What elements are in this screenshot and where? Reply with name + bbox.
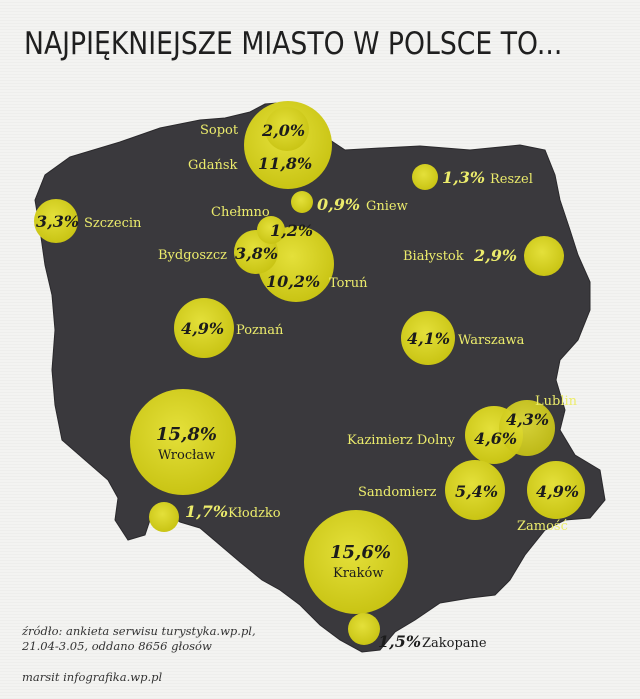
label-lublin-name: Lublin (535, 394, 578, 409)
label-poznan-name: Poznań (236, 323, 284, 338)
bubble-klodzko (149, 502, 179, 532)
label-bialystok-name: Białystok (403, 249, 464, 264)
label-zakopane-pct: 1,5% (378, 632, 421, 651)
label-torun-pct: 10,2% (266, 272, 320, 291)
label-klodzko-pct: 1,7% (185, 502, 228, 521)
label-gniew-pct: 0,9% (317, 195, 360, 214)
label-klodzko-name: Kłodzko (228, 506, 281, 521)
source-line-1: źródło: ankieta serwisu turystyka.wp.pl, (22, 624, 256, 638)
bubble-zakopane (348, 613, 380, 645)
bubble-torun (258, 226, 334, 302)
bubble-poznan (174, 298, 234, 358)
label-torun-name: Toruń (329, 276, 368, 291)
label-zakopane-name: Zakopane (422, 636, 487, 651)
label-sopot-pct: 2,0% (261, 121, 305, 140)
bubble-bialystok (524, 236, 564, 276)
label-sandomierz-name: Sandomierz (358, 485, 437, 500)
bubble-krakow (304, 510, 408, 614)
label-krakow-name: Kraków (333, 566, 384, 581)
label-chelmno-pct: 1,2% (270, 221, 313, 240)
label-sopot-name: Sopot (200, 123, 239, 138)
bubble-lublin (499, 400, 555, 456)
label-poznan-pct: 4,9% (181, 319, 224, 338)
label-sandomierz-pct: 5,4% (455, 482, 498, 501)
label-bydgoszcz-pct: 3,8% (235, 244, 278, 263)
label-reszel-pct: 1,3% (442, 168, 485, 187)
label-gdansk-pct: 11,8% (258, 154, 312, 173)
bubble-reszel (412, 164, 438, 190)
bubble-gniew (291, 191, 313, 213)
label-zamosc-name: Zamość (517, 519, 568, 534)
label-szczecin-name: Szczecin (84, 216, 142, 231)
label-bialystok-pct: 2,9% (473, 246, 517, 265)
bubble-chelmno (257, 216, 285, 244)
city-bubbles (34, 101, 585, 645)
bubble-sandomierz (445, 460, 505, 520)
label-gniew-name: Gniew (366, 199, 408, 214)
label-reszel-name: Reszel (490, 172, 533, 187)
city-labels: Sopot 2,0% Gdańsk 11,8% 1,3% Reszel 0,9%… (36, 121, 579, 651)
label-bydgoszcz-name: Bydgoszcz (158, 248, 227, 263)
label-warszawa-name: Warszawa (458, 333, 525, 348)
label-zamosc-pct: 4,9% (536, 482, 579, 501)
label-gdansk-name: Gdańsk (188, 158, 238, 173)
source-note: źródło: ankieta serwisu turystyka.wp.pl,… (22, 624, 322, 654)
source-line-2: 21.04-3.05, oddano 8656 głosów (22, 639, 212, 653)
label-kazimierz-pct: 4,6% (474, 429, 517, 448)
page-title: NAJPIĘKNIEJSZE MIASTO W POLSCE TO... (24, 26, 563, 62)
label-szczecin-pct: 3,3% (36, 212, 79, 231)
bubble-szczecin (34, 199, 78, 243)
bubble-zamosc (527, 461, 585, 519)
label-wroclaw-pct: 15,8% (156, 424, 217, 445)
label-chelmno-name: Chełmno (211, 205, 270, 220)
label-wroclaw-name: Wrocław (158, 448, 215, 463)
label-krakow-pct: 15,6% (330, 542, 391, 563)
bubble-warszawa (401, 311, 455, 365)
bubble-sopot (265, 107, 309, 151)
label-lublin-pct: 4,3% (506, 410, 549, 429)
label-warszawa-pct: 4,1% (407, 329, 450, 348)
label-kazimierz-name: Kazimierz Dolny (347, 433, 456, 448)
bubble-wroclaw (130, 389, 236, 495)
credit-note: marsit infografika.wp.pl (22, 670, 163, 684)
